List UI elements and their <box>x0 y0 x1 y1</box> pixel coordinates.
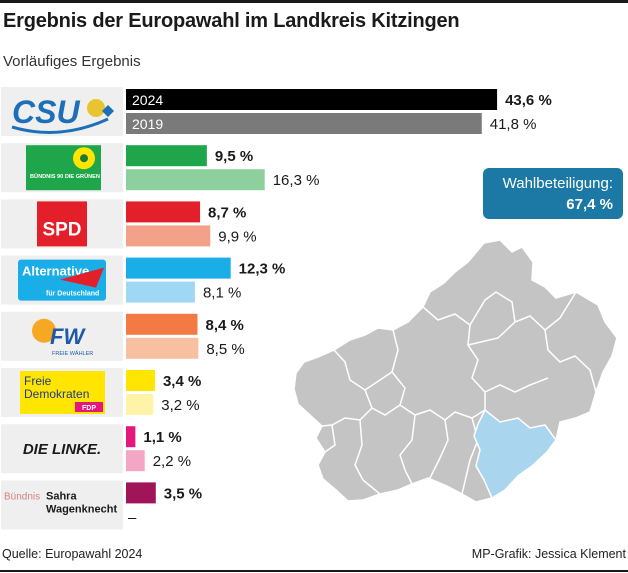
bar-2024-6 <box>126 426 136 448</box>
label-2024-4: 8,4 % <box>205 317 243 334</box>
bsw-logo-line2: Wagenknecht <box>46 503 117 515</box>
series-label-2019: 2019 <box>132 116 163 132</box>
series-label-2024: 2024 <box>132 92 163 108</box>
linke-logo-text: DIE LINKE. <box>23 441 101 458</box>
map-region-highlight <box>473 408 557 500</box>
sunflower-center <box>80 154 88 163</box>
party-logo-3: Alternative für Deutschland <box>1 255 123 305</box>
label-2024-6: 1,1 % <box>143 429 181 446</box>
label-2019-4: 8,5 % <box>206 341 244 358</box>
bsw-logo-buendnis: Bündnis <box>4 491 40 502</box>
page-title: Ergebnis der Europawahl im Landkreis Kit… <box>3 10 460 32</box>
bar-2024-1 <box>126 145 207 167</box>
label-2019-0: 41,8 % <box>490 116 537 133</box>
fw-sun-icon <box>32 318 56 343</box>
fdp-badge <box>75 402 103 412</box>
spd-logo-box <box>37 201 87 247</box>
label-2024-7: 3,5 % <box>164 485 202 502</box>
bottom-rule <box>0 570 628 572</box>
bar-2019-1 <box>126 169 265 191</box>
bar-2019-6 <box>126 450 145 472</box>
label-2019-3: 8,1 % <box>203 285 241 302</box>
label-2019-7: – <box>128 509 137 526</box>
logo-panel <box>1 424 123 474</box>
csu-swoosh <box>11 117 109 134</box>
fdp-logo-line1: Freie <box>24 374 52 388</box>
logo-panel <box>1 311 123 361</box>
bar-2024-2 <box>126 201 201 223</box>
afd-logo-line2: für Deutschland <box>46 291 99 298</box>
bar-2019-4 <box>126 337 199 359</box>
turnout-box: Wahlbeteiligung: 67,4 % <box>483 168 623 219</box>
csu-diamond-icon <box>102 105 114 117</box>
fdp-badge-text: FDP <box>82 405 96 412</box>
afd-arrow-icon <box>60 267 104 288</box>
fw-logo-subtext: FREIE WÄHLER <box>52 350 93 357</box>
csu-logo-text: CSU <box>12 94 80 130</box>
gruene-logo-text: BÜNDNIS 90 DIE GRÜNEN <box>30 173 100 180</box>
party-logo-0: CSU <box>1 87 123 136</box>
label-2024-5: 3,4 % <box>163 373 201 390</box>
bar-2024-0 <box>126 89 498 110</box>
spd-logo-text: SPD <box>42 219 81 240</box>
fdp-logo-line2: Demokraten <box>24 387 89 401</box>
label-2024-3: 12,3 % <box>239 261 286 278</box>
label-2019-2: 9,9 % <box>218 228 256 245</box>
bar-2019-2 <box>126 225 211 247</box>
label-2024-0: 43,6 % <box>505 92 552 109</box>
csu-lion-icon <box>87 99 105 117</box>
credit-note: MP-Grafik: Jessica Klement <box>471 547 626 561</box>
label-2019-6: 2,2 % <box>153 453 191 470</box>
bar-2019-3 <box>126 281 195 303</box>
map-region-inner-lines <box>321 291 597 495</box>
label-2024-1: 9,5 % <box>215 148 253 165</box>
turnout-label: Wahlbeteiligung: <box>502 175 613 192</box>
top-rule <box>0 0 628 3</box>
logo-panel <box>1 480 123 530</box>
turnout-value: 67,4 % <box>566 196 613 213</box>
bar-2024-3 <box>126 257 231 279</box>
bar-2019-0 <box>126 113 482 134</box>
party-logo-1: BÜNDNIS 90 DIE GRÜNEN <box>1 143 123 193</box>
bar-2019-5 <box>126 394 154 415</box>
label-2024-2: 8,7 % <box>208 204 246 221</box>
page-subtitle: Vorläufiges Ergebnis <box>3 53 141 70</box>
party-logo-2: SPD <box>1 199 123 249</box>
label-2019-1: 16,3 % <box>273 172 320 189</box>
afd-logo-box <box>18 259 106 301</box>
afd-logo-line1: Alternative <box>22 264 89 279</box>
bar-2024-4 <box>126 313 198 335</box>
bsw-logo-line1: Sahra <box>46 490 77 502</box>
bar-2024-7 <box>126 482 156 504</box>
source-note: Quelle: Europawahl 2024 <box>2 547 143 561</box>
label-2019-5: 3,2 % <box>161 397 199 414</box>
bar-2024-5 <box>126 370 155 391</box>
fw-logo-text: FW <box>50 324 86 349</box>
party-logo-6: DIE LINKE. <box>1 424 123 474</box>
